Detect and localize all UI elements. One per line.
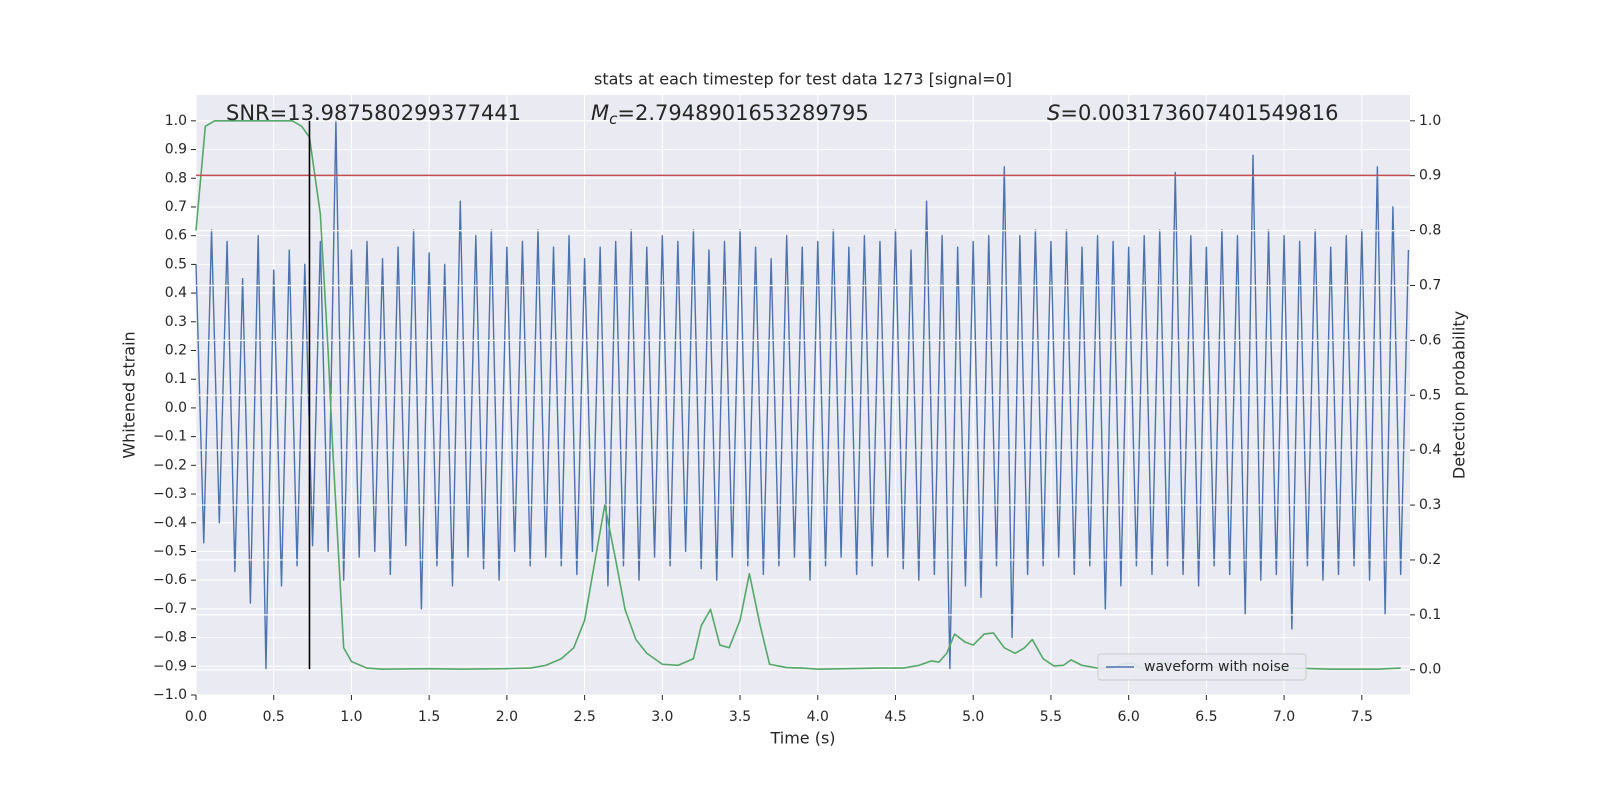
- y2-tick-label: 0.1: [1419, 607, 1441, 623]
- x-tick-label: 7.5: [1351, 709, 1373, 725]
- x-tick-label: 3.0: [651, 709, 673, 725]
- y2-tick-label: 0.7: [1419, 277, 1441, 293]
- s-symbol: S: [1047, 101, 1060, 125]
- y2-tick-label: 0.6: [1419, 332, 1441, 348]
- x-tick-label: 7.0: [1273, 709, 1295, 725]
- x-tick-label: 6.5: [1195, 709, 1217, 725]
- x-tick-label: 2.0: [496, 709, 518, 725]
- y2-axis-label: Detection probability: [1450, 311, 1469, 479]
- y2-tick-label: 0.5: [1419, 387, 1441, 403]
- x-tick-label: 5.5: [1040, 709, 1062, 725]
- y-tick-label: 0.2: [165, 343, 187, 359]
- y2-tick-label: 0.3: [1419, 497, 1441, 513]
- y-tick-label: −1.0: [153, 687, 187, 703]
- mc-annotation: Mc=2.7948901653289795: [591, 101, 869, 128]
- x-tick-label: 4.0: [807, 709, 829, 725]
- x-tick-label: 6.0: [1118, 709, 1140, 725]
- chart-title: stats at each timestep for test data 127…: [594, 70, 1012, 89]
- x-axis-label: Time (s): [769, 729, 835, 748]
- y-tick-label: 0.6: [165, 228, 187, 244]
- label-layer: stats at each timestep for test data 127…: [120, 70, 1469, 748]
- y-tick-label: 0.7: [165, 199, 187, 215]
- mc-symbol: M: [591, 101, 609, 125]
- y-tick-label: −0.2: [153, 457, 187, 473]
- x-tick-label: 1.5: [418, 709, 440, 725]
- y-tick-label: 0.4: [165, 285, 187, 301]
- x-tick-label: 3.5: [729, 709, 751, 725]
- y-axis-label: Whitened strain: [120, 331, 139, 458]
- y2-tick-label: 0.2: [1419, 552, 1441, 568]
- s-value: =0.003173607401549816: [1060, 101, 1338, 125]
- x-tick-label: 5.0: [962, 709, 984, 725]
- x-tick-label: 0.5: [263, 709, 285, 725]
- x-tick-label: 1.0: [340, 709, 362, 725]
- y-tick-label: −0.7: [153, 601, 187, 617]
- y-tick-label: 0.0: [165, 400, 187, 416]
- mc-subscript: c: [609, 110, 618, 128]
- x-tick-label: 0.0: [185, 709, 207, 725]
- y-tick-label: 0.5: [165, 256, 187, 272]
- y-tick-label: −0.4: [153, 515, 187, 531]
- y2-tick-label: 0.0: [1419, 662, 1441, 678]
- x-tick-label: 2.5: [573, 709, 595, 725]
- y-tick-label: −0.6: [153, 572, 187, 588]
- over-layer: waveform with noise: [195, 120, 1410, 681]
- y2-tick-label: 0.9: [1419, 168, 1441, 184]
- y2-tick-label: 1.0: [1419, 113, 1441, 129]
- y2-tick-label: 0.4: [1419, 442, 1441, 458]
- y-tick-label: −0.8: [153, 630, 187, 646]
- y-tick-label: −0.3: [153, 486, 187, 502]
- waveform-layer: [195, 120, 1410, 670]
- y-tick-label: −0.5: [153, 543, 187, 559]
- y-tick-label: −0.9: [153, 658, 187, 674]
- y-tick-label: 0.1: [165, 371, 187, 387]
- s-annotation: S=0.003173607401549816: [1047, 101, 1338, 125]
- legend-label: waveform with noise: [1144, 659, 1289, 675]
- y-tick-label: −0.1: [153, 429, 187, 445]
- x-tick-label: 4.5: [884, 709, 906, 725]
- y-tick-label: 0.9: [165, 142, 187, 158]
- y-tick-label: 1.0: [165, 113, 187, 129]
- y-tick-label: 0.8: [165, 170, 187, 186]
- mc-value: =2.7948901653289795: [617, 101, 868, 125]
- waveform-line: [195, 120, 1410, 670]
- snr-annotation: SNR=13.987580299377441: [226, 101, 521, 125]
- legend-box: [1097, 653, 1307, 681]
- y-tick-label: 0.3: [165, 314, 187, 330]
- y2-tick-label: 0.8: [1419, 223, 1441, 239]
